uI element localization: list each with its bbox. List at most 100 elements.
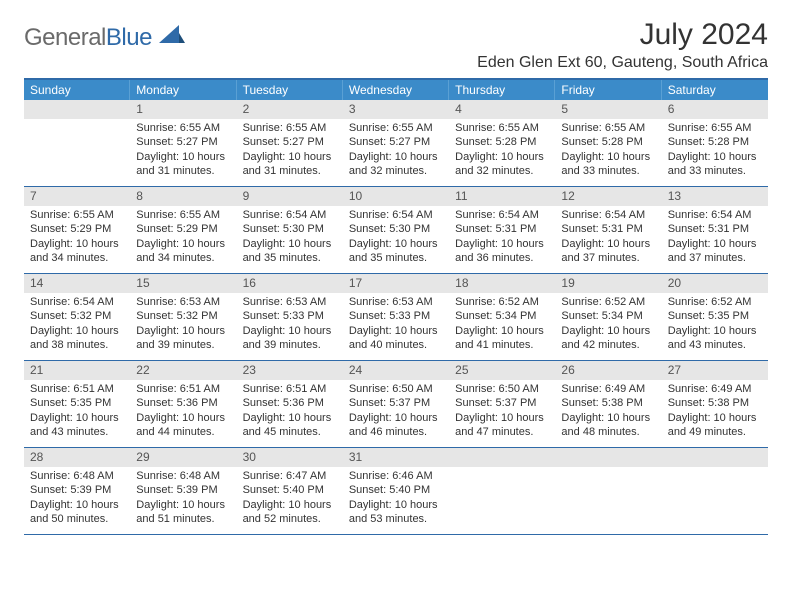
day-body: Sunrise: 6:51 AMSunset: 5:36 PMDaylight:… — [130, 380, 236, 443]
sunrise-text: Sunrise: 6:49 AM — [668, 382, 762, 396]
sunrise-text: Sunrise: 6:48 AM — [136, 469, 230, 483]
calendar: Sunday Monday Tuesday Wednesday Thursday… — [24, 78, 768, 535]
sunrise-text: Sunrise: 6:51 AM — [136, 382, 230, 396]
daylight-text: Daylight: 10 hours and 41 minutes. — [455, 324, 549, 352]
day-cell: 2Sunrise: 6:55 AMSunset: 5:27 PMDaylight… — [237, 100, 343, 186]
day-number: 7 — [24, 187, 130, 206]
day-body: Sunrise: 6:52 AMSunset: 5:35 PMDaylight:… — [662, 293, 768, 356]
day-body: Sunrise: 6:53 AMSunset: 5:33 PMDaylight:… — [343, 293, 449, 356]
daylight-text: Daylight: 10 hours and 39 minutes. — [136, 324, 230, 352]
day-number: 14 — [24, 274, 130, 293]
sunset-text: Sunset: 5:29 PM — [30, 222, 124, 236]
sunset-text: Sunset: 5:39 PM — [30, 483, 124, 497]
day-body: Sunrise: 6:55 AMSunset: 5:27 PMDaylight:… — [237, 119, 343, 182]
day-cell: 8Sunrise: 6:55 AMSunset: 5:29 PMDaylight… — [130, 187, 236, 273]
day-cell: 19Sunrise: 6:52 AMSunset: 5:34 PMDayligh… — [555, 274, 661, 360]
daylight-text: Daylight: 10 hours and 44 minutes. — [136, 411, 230, 439]
weekday-friday: Friday — [555, 80, 661, 100]
day-number: 17 — [343, 274, 449, 293]
weeks-container: .1Sunrise: 6:55 AMSunset: 5:27 PMDayligh… — [24, 100, 768, 535]
sunrise-text: Sunrise: 6:54 AM — [668, 208, 762, 222]
day-number: 12 — [555, 187, 661, 206]
day-cell: 5Sunrise: 6:55 AMSunset: 5:28 PMDaylight… — [555, 100, 661, 186]
day-cell: 15Sunrise: 6:53 AMSunset: 5:32 PMDayligh… — [130, 274, 236, 360]
sunset-text: Sunset: 5:33 PM — [349, 309, 443, 323]
day-body: Sunrise: 6:51 AMSunset: 5:36 PMDaylight:… — [237, 380, 343, 443]
day-number: 20 — [662, 274, 768, 293]
day-cell: 4Sunrise: 6:55 AMSunset: 5:28 PMDaylight… — [449, 100, 555, 186]
sunset-text: Sunset: 5:30 PM — [349, 222, 443, 236]
day-body: Sunrise: 6:47 AMSunset: 5:40 PMDaylight:… — [237, 467, 343, 530]
week-row: .1Sunrise: 6:55 AMSunset: 5:27 PMDayligh… — [24, 100, 768, 187]
day-number: 28 — [24, 448, 130, 467]
week-row: 28Sunrise: 6:48 AMSunset: 5:39 PMDayligh… — [24, 448, 768, 535]
day-cell: 6Sunrise: 6:55 AMSunset: 5:28 PMDaylight… — [662, 100, 768, 186]
day-number: 22 — [130, 361, 236, 380]
day-body: Sunrise: 6:54 AMSunset: 5:30 PMDaylight:… — [237, 206, 343, 269]
page: GeneralBlue July 2024 Eden Glen Ext 60, … — [0, 0, 792, 547]
day-cell: 18Sunrise: 6:52 AMSunset: 5:34 PMDayligh… — [449, 274, 555, 360]
day-cell: . — [449, 448, 555, 534]
week-row: 7Sunrise: 6:55 AMSunset: 5:29 PMDaylight… — [24, 187, 768, 274]
day-number: 25 — [449, 361, 555, 380]
daylight-text: Daylight: 10 hours and 53 minutes. — [349, 498, 443, 526]
sunrise-text: Sunrise: 6:47 AM — [243, 469, 337, 483]
day-body: Sunrise: 6:55 AMSunset: 5:27 PMDaylight:… — [130, 119, 236, 182]
daylight-text: Daylight: 10 hours and 46 minutes. — [349, 411, 443, 439]
day-cell: 24Sunrise: 6:50 AMSunset: 5:37 PMDayligh… — [343, 361, 449, 447]
daylight-text: Daylight: 10 hours and 39 minutes. — [243, 324, 337, 352]
sunrise-text: Sunrise: 6:54 AM — [243, 208, 337, 222]
sunrise-text: Sunrise: 6:52 AM — [561, 295, 655, 309]
day-body: Sunrise: 6:50 AMSunset: 5:37 PMDaylight:… — [343, 380, 449, 443]
daylight-text: Daylight: 10 hours and 47 minutes. — [455, 411, 549, 439]
day-number: 23 — [237, 361, 343, 380]
sunrise-text: Sunrise: 6:50 AM — [455, 382, 549, 396]
day-cell: 1Sunrise: 6:55 AMSunset: 5:27 PMDaylight… — [130, 100, 236, 186]
day-body: Sunrise: 6:52 AMSunset: 5:34 PMDaylight:… — [449, 293, 555, 356]
sunrise-text: Sunrise: 6:52 AM — [668, 295, 762, 309]
day-cell: 20Sunrise: 6:52 AMSunset: 5:35 PMDayligh… — [662, 274, 768, 360]
day-body: Sunrise: 6:55 AMSunset: 5:29 PMDaylight:… — [24, 206, 130, 269]
sunset-text: Sunset: 5:27 PM — [349, 135, 443, 149]
sunrise-text: Sunrise: 6:54 AM — [455, 208, 549, 222]
sunrise-text: Sunrise: 6:53 AM — [136, 295, 230, 309]
day-body: Sunrise: 6:55 AMSunset: 5:28 PMDaylight:… — [449, 119, 555, 182]
daylight-text: Daylight: 10 hours and 40 minutes. — [349, 324, 443, 352]
day-cell: 12Sunrise: 6:54 AMSunset: 5:31 PMDayligh… — [555, 187, 661, 273]
day-cell: 14Sunrise: 6:54 AMSunset: 5:32 PMDayligh… — [24, 274, 130, 360]
day-number: 30 — [237, 448, 343, 467]
day-cell: 30Sunrise: 6:47 AMSunset: 5:40 PMDayligh… — [237, 448, 343, 534]
day-body: Sunrise: 6:48 AMSunset: 5:39 PMDaylight:… — [24, 467, 130, 530]
daylight-text: Daylight: 10 hours and 42 minutes. — [561, 324, 655, 352]
sunset-text: Sunset: 5:34 PM — [561, 309, 655, 323]
sunrise-text: Sunrise: 6:55 AM — [561, 121, 655, 135]
brand-logo: GeneralBlue — [24, 24, 185, 52]
day-cell: 10Sunrise: 6:54 AMSunset: 5:30 PMDayligh… — [343, 187, 449, 273]
sunrise-text: Sunrise: 6:51 AM — [243, 382, 337, 396]
day-body: Sunrise: 6:55 AMSunset: 5:27 PMDaylight:… — [343, 119, 449, 182]
day-body: Sunrise: 6:54 AMSunset: 5:31 PMDaylight:… — [449, 206, 555, 269]
day-cell: 7Sunrise: 6:55 AMSunset: 5:29 PMDaylight… — [24, 187, 130, 273]
sunrise-text: Sunrise: 6:55 AM — [30, 208, 124, 222]
daylight-text: Daylight: 10 hours and 43 minutes. — [668, 324, 762, 352]
sunset-text: Sunset: 5:37 PM — [455, 396, 549, 410]
title-block: July 2024 Eden Glen Ext 60, Gauteng, Sou… — [477, 18, 768, 72]
sunset-text: Sunset: 5:31 PM — [561, 222, 655, 236]
day-number: 15 — [130, 274, 236, 293]
day-cell: 28Sunrise: 6:48 AMSunset: 5:39 PMDayligh… — [24, 448, 130, 534]
sunrise-text: Sunrise: 6:55 AM — [136, 121, 230, 135]
sunset-text: Sunset: 5:28 PM — [455, 135, 549, 149]
sunrise-text: Sunrise: 6:55 AM — [136, 208, 230, 222]
day-number: 5 — [555, 100, 661, 119]
weekday-wednesday: Wednesday — [343, 80, 449, 100]
daylight-text: Daylight: 10 hours and 31 minutes. — [243, 150, 337, 178]
daylight-text: Daylight: 10 hours and 52 minutes. — [243, 498, 337, 526]
sunset-text: Sunset: 5:35 PM — [30, 396, 124, 410]
sunset-text: Sunset: 5:34 PM — [455, 309, 549, 323]
sunset-text: Sunset: 5:27 PM — [136, 135, 230, 149]
daylight-text: Daylight: 10 hours and 32 minutes. — [349, 150, 443, 178]
day-cell: 3Sunrise: 6:55 AMSunset: 5:27 PMDaylight… — [343, 100, 449, 186]
day-cell: 23Sunrise: 6:51 AMSunset: 5:36 PMDayligh… — [237, 361, 343, 447]
day-cell: . — [24, 100, 130, 186]
day-body: Sunrise: 6:49 AMSunset: 5:38 PMDaylight:… — [555, 380, 661, 443]
